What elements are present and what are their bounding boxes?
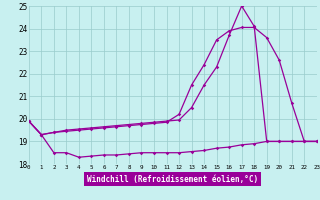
X-axis label: Windchill (Refroidissement éolien,°C): Windchill (Refroidissement éolien,°C) xyxy=(87,175,258,184)
